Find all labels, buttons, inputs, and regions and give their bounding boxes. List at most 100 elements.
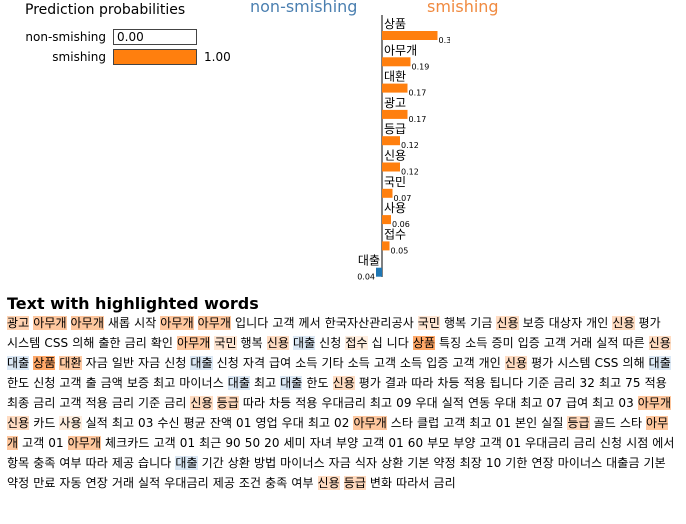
word: 자동 (59, 476, 82, 490)
highlighted-word: 대환 (59, 356, 82, 370)
word: 됩니다 (489, 376, 524, 390)
highlighted-word: 신용 (190, 396, 213, 410)
highlighted-word: 아무개 (353, 416, 387, 430)
word: 최고 (369, 396, 393, 410)
word: 께서 (298, 316, 321, 330)
word: 스타 (390, 416, 414, 430)
word: 고객 (373, 356, 397, 370)
word: 금리 (573, 436, 596, 450)
highlighted-word: 대출 (175, 456, 198, 470)
word: 소득 (400, 356, 423, 370)
feature-value-label: 0.06 (392, 220, 410, 229)
feature-label: 등급 (384, 122, 406, 136)
feature-label: 대출 (358, 254, 380, 268)
word: 대상자 (548, 316, 583, 330)
word: 보증 (126, 376, 150, 390)
highlighted-word: 아무개 (70, 316, 104, 330)
word: 최고 (598, 376, 622, 390)
prob-bar-fill (114, 50, 196, 64)
word: CSS (594, 356, 619, 370)
word: 07 (546, 396, 563, 410)
highlighted-word: 사용 (59, 416, 82, 430)
word: 신청 (319, 336, 342, 350)
word: 따라 (85, 456, 108, 470)
word: 시작 (134, 316, 157, 330)
word: 최고 (111, 416, 135, 430)
word: 최고 (520, 396, 543, 410)
word: 제공 (212, 476, 235, 490)
word: 소득 (347, 356, 370, 370)
word: 소득 (295, 356, 318, 370)
word: 결과 (384, 376, 408, 390)
highlighted-word: 대출 (7, 356, 30, 370)
word: 자금 (328, 456, 351, 470)
word: 카드 (33, 416, 56, 430)
word: 적용 (644, 376, 667, 390)
feature-bar (382, 31, 438, 40)
highlighted-word: 등급 (567, 416, 590, 430)
feature-bar (382, 57, 411, 67)
word: 최고 (307, 416, 331, 430)
word: 고객 (452, 356, 475, 370)
word: 식자 (354, 456, 378, 470)
prob-bar-frame (113, 49, 197, 65)
feature-label: 아무개 (384, 43, 417, 57)
word: 부양 (335, 436, 359, 450)
word: 상환 (381, 456, 404, 470)
word: 소득 (465, 336, 488, 350)
word: 금리 (33, 396, 56, 410)
word: 적용 (295, 396, 318, 410)
word: 02 (334, 416, 350, 430)
highlighted-word: 아무개 (177, 336, 211, 350)
word: 우대금리 (321, 396, 366, 410)
word: 출 (85, 376, 97, 390)
word: 자격 (242, 356, 266, 370)
word: 차등 (437, 376, 460, 390)
word: 01 (388, 436, 404, 450)
feature-bar (382, 136, 400, 146)
word: 수신 (157, 416, 180, 430)
word: 입증 (426, 356, 449, 370)
word: 시점 (626, 436, 649, 450)
feature-label: 사용 (384, 201, 406, 215)
feature-label: 상품 (384, 17, 406, 31)
word: 자녀 (309, 436, 333, 450)
word: 32 (579, 376, 596, 390)
word: 따라 (242, 396, 266, 410)
word: 고객 (479, 436, 502, 450)
prob-value: 0.00 (117, 30, 144, 44)
prediction-probabilities-panel: Prediction probabilities non-smishing 0.… (0, 0, 240, 90)
word: 증미 (491, 336, 514, 350)
highlighted-word: 상품 (33, 356, 56, 370)
word: 20 (264, 436, 280, 450)
word: 01 (179, 436, 196, 450)
word: 제공 (111, 456, 135, 470)
highlighted-word: 등급 (216, 396, 239, 410)
word: 자금 (138, 356, 161, 370)
word: 시스템 (557, 356, 591, 370)
word: 한국자산관리공사 (324, 316, 414, 330)
word: 기타 (321, 356, 344, 370)
word: 부양 (453, 436, 476, 450)
word: 개인 (586, 316, 609, 330)
highlighted-word: 아무개 (637, 396, 672, 410)
word: 실적 (441, 396, 465, 410)
word: 연동 (467, 396, 491, 410)
word: 평균 (183, 416, 206, 430)
word: 실적 (85, 416, 108, 430)
word: 의해 (72, 336, 95, 350)
word: 충족 (265, 476, 288, 490)
feature-value-label: 0.07 (394, 194, 412, 203)
feature-bar (382, 215, 391, 225)
highlighted-word: 아무개 (197, 316, 232, 330)
word: 에서 (652, 436, 675, 450)
word: 실적 (138, 476, 161, 490)
feature-weight-chart: 상품0.37아무개0.19대환0.17광고0.17등급0.12신용0.12국민0… (357, 15, 450, 280)
word: 의해 (622, 356, 645, 370)
word: 금리 (553, 376, 576, 390)
word: 10 (485, 456, 502, 470)
word: 마이너스 (280, 456, 325, 470)
feature-value-label: 0.04 (357, 273, 375, 280)
word: 고객 (22, 436, 45, 450)
class-label-non-smishing: non-smishing (250, 0, 358, 16)
